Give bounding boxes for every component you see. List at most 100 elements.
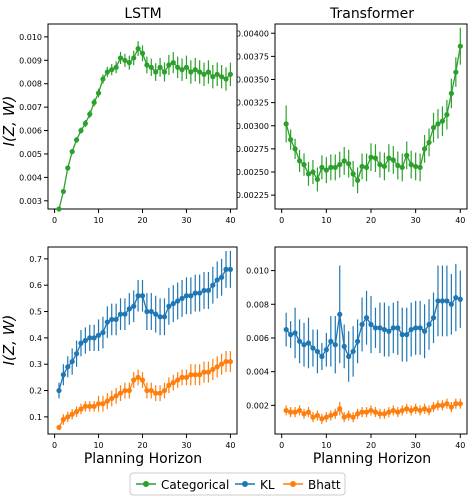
data-point	[205, 369, 212, 375]
data-point	[214, 71, 220, 77]
data-point	[131, 377, 137, 383]
data-point	[122, 311, 128, 317]
data-point	[227, 71, 234, 77]
data-point	[188, 293, 194, 299]
data-point	[395, 409, 401, 415]
y-tick-label: 0.7	[29, 255, 42, 264]
data-point	[346, 412, 352, 419]
data-point	[310, 414, 316, 420]
data-point	[314, 412, 321, 419]
data-point	[310, 169, 316, 175]
data-point	[408, 407, 414, 414]
y-tick-label: 0.00250	[236, 168, 269, 177]
data-point	[448, 404, 454, 410]
data-point	[417, 325, 423, 331]
x-tick-label: 40	[455, 441, 465, 450]
data-point	[100, 76, 106, 82]
data-point	[319, 164, 325, 170]
panel-transformer: Transformer 0 10 20 30 40 0.00225 0.00250 0.002…	[236, 6, 468, 225]
data-point	[135, 293, 141, 299]
series-categorical	[56, 41, 234, 212]
data-point	[144, 308, 150, 315]
data-point	[310, 345, 316, 351]
data-point	[153, 69, 159, 75]
data-point	[175, 377, 181, 383]
panel-title: Transformer	[329, 6, 414, 22]
data-point	[56, 206, 62, 212]
data-point	[82, 337, 88, 344]
y-tick-label: 0.4	[29, 334, 42, 343]
data-point	[183, 293, 190, 299]
data-point	[78, 127, 84, 134]
x-tick-label: 10	[321, 441, 331, 450]
data-point	[131, 303, 137, 309]
data-point	[319, 353, 325, 360]
data-point	[117, 311, 124, 317]
data-point	[305, 340, 312, 346]
y-tick-label: 0.007	[19, 103, 42, 112]
data-point	[166, 382, 172, 388]
data-point	[60, 188, 66, 195]
data-point	[386, 328, 392, 334]
data-point	[377, 325, 383, 331]
series-bhatt	[283, 398, 463, 424]
data-point	[135, 45, 141, 52]
data-point	[439, 118, 446, 124]
x-tick-label: 40	[225, 441, 235, 450]
data-point	[430, 125, 437, 131]
data-point	[448, 301, 454, 307]
data-point	[78, 340, 84, 346]
data-point	[408, 326, 414, 333]
data-point	[188, 69, 194, 75]
data-point	[332, 164, 338, 170]
data-point	[301, 162, 307, 168]
y-tick-label: 0.00300	[236, 122, 269, 131]
data-point	[359, 409, 365, 415]
series-bhatt	[56, 351, 234, 431]
y-tick-label: 0.004	[246, 368, 269, 377]
data-point	[386, 409, 392, 415]
x-tick-label: 0	[52, 441, 57, 450]
data-point	[153, 311, 159, 317]
data-point	[328, 338, 334, 344]
data-point	[56, 387, 62, 394]
x-tick-label: 20	[366, 441, 376, 450]
data-point	[166, 303, 172, 309]
data-point	[337, 406, 343, 412]
data-point	[135, 374, 141, 380]
data-point	[170, 60, 176, 66]
data-point	[210, 366, 216, 373]
data-point	[113, 393, 119, 399]
y-tick-label: 0.00325	[236, 99, 269, 108]
data-point	[426, 321, 432, 328]
data-point	[144, 62, 150, 68]
x-tick-label: 30	[181, 441, 191, 450]
x-tick-label: 10	[93, 441, 103, 450]
plot-area: 0 10 20 30 40 0.1 0.2 0.3 0.4 0.5 0.6 0.7	[29, 246, 238, 450]
plot-area: 0 10 20 30 40 0.003 0.004 0.005 0.006 0.007 0.008 0…	[19, 23, 238, 225]
panel-transformer-kl-bhatt: Planning Horizon 0 10 20 30 40 0.002 0.004 0.00…	[246, 246, 468, 467]
data-point	[109, 395, 115, 402]
data-point	[78, 406, 84, 412]
legend-entry-kl: KL	[235, 478, 275, 492]
y-tick-label: 0.002	[246, 401, 269, 410]
data-point	[292, 146, 298, 152]
data-point	[337, 311, 343, 317]
data-point	[323, 414, 329, 420]
y-axis-label: I(Z, W)	[0, 315, 18, 366]
data-point	[122, 57, 128, 63]
data-point	[332, 411, 338, 417]
data-point	[192, 290, 198, 296]
data-point	[296, 407, 303, 414]
legend-label: Categorical	[161, 478, 229, 492]
data-point	[301, 342, 307, 348]
data-point	[417, 407, 423, 414]
data-point	[100, 329, 106, 336]
data-point	[372, 155, 379, 161]
data-point	[332, 342, 338, 348]
data-point	[413, 325, 419, 331]
data-point	[323, 347, 329, 353]
data-point	[319, 416, 325, 422]
y-tick-label: 0.00225	[236, 191, 269, 200]
data-point	[219, 361, 225, 367]
